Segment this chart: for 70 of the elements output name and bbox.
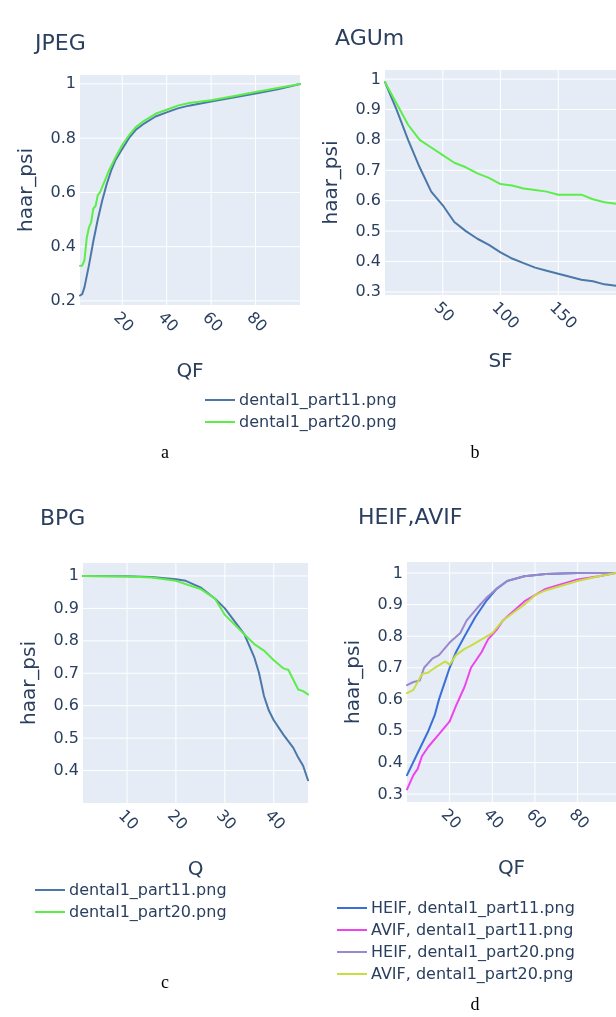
y-tick-label: 0.6: [53, 695, 79, 715]
legend-label: dental1_part11.png: [69, 879, 227, 900]
y-tick-label: 0.4: [53, 760, 79, 780]
y-tick-label: 0.5: [377, 720, 403, 740]
y-tick-label: 0.2: [50, 290, 76, 310]
y-tick-label: 0.8: [50, 127, 76, 147]
y-tick-label: 0.5: [355, 220, 381, 240]
y-tick-label: 0.3: [377, 783, 403, 803]
y-axis-title: haar_psi: [16, 640, 40, 726]
y-tick-label: 0.6: [355, 190, 381, 210]
y-tick-label: 0.4: [50, 236, 76, 256]
x-axis-title: QF: [176, 358, 204, 382]
x-tick-label: 20: [110, 307, 139, 336]
y-tick-label: 0.5: [53, 727, 79, 747]
y-tick-label: 0.6: [377, 688, 403, 708]
chart-title: AGUm: [335, 25, 405, 50]
x-tick-label: 20: [437, 804, 466, 833]
chart-title: HEIF,AVIF: [358, 504, 463, 529]
text: d: [470, 994, 480, 1014]
chart-title: JPEG: [33, 30, 86, 55]
y-axis-title: haar_psi: [340, 639, 364, 725]
y-axis-title: haar_psi: [13, 147, 37, 233]
x-axis-title: Q: [187, 856, 204, 880]
text: a: [161, 442, 169, 462]
x-tick-label: 100: [488, 297, 524, 333]
legend-label: HEIF, dental1_part20.png: [371, 941, 575, 962]
legend-label: AVIF, dental1_part20.png: [371, 963, 574, 984]
line-series: [384, 81, 616, 205]
y-tick-label: 0.7: [377, 657, 403, 677]
y-tick-label: 0.6: [50, 181, 76, 201]
y-tick-label: 0.8: [53, 630, 79, 650]
x-tick-label: 40: [154, 307, 183, 336]
x-tick-label: 40: [480, 804, 509, 833]
y-tick-label: 0.8: [355, 129, 381, 149]
x-tick-label: 150: [546, 297, 582, 333]
x-tick-label: 10: [115, 805, 143, 834]
y-axis-title: haar_psi: [318, 140, 342, 225]
x-axis-title: QF: [497, 855, 526, 879]
legend-label: AVIF, dental1_part11.png: [371, 919, 574, 940]
y-tick-label: 0.8: [377, 625, 403, 645]
y-tick-label: 0.7: [53, 662, 79, 682]
y-tick-label: 1: [370, 68, 381, 88]
y-tick-label: 0.9: [355, 99, 381, 119]
legend-label: dental1_part11.png: [239, 389, 397, 410]
legend-label: HEIF, dental1_part11.png: [371, 897, 575, 918]
x-tick-label: 80: [565, 804, 594, 833]
chart-title: BPG: [40, 505, 86, 530]
x-tick-label: 60: [199, 307, 227, 336]
legend-label: dental1_part20.png: [69, 901, 227, 922]
y-tick-label: 1: [392, 562, 403, 582]
x-axis-title: SF: [488, 348, 513, 372]
y-tick-label: 0.9: [53, 597, 79, 617]
x-tick-label: 20: [163, 805, 192, 834]
y-tick-label: 0.7: [355, 159, 381, 179]
x-tick-label: 40: [261, 805, 290, 834]
x-tick-label: 30: [212, 805, 241, 834]
legend-label: dental1_part20.png: [239, 411, 397, 432]
text: c: [161, 972, 169, 992]
y-tick-label: 0.4: [377, 752, 403, 772]
line-series: [384, 81, 616, 287]
line-series: [82, 574, 309, 696]
y-tick-label: 0.3: [355, 281, 381, 301]
y-tick-label: 1: [68, 565, 79, 585]
x-tick-label: 80: [243, 307, 272, 336]
x-tick-label: 50: [430, 297, 459, 326]
x-tick-label: 60: [522, 804, 551, 833]
y-tick-label: 0.4: [355, 251, 381, 271]
y-tick-label: 0.9: [377, 594, 403, 614]
y-tick-label: 1: [65, 73, 76, 93]
text: b: [470, 442, 480, 462]
